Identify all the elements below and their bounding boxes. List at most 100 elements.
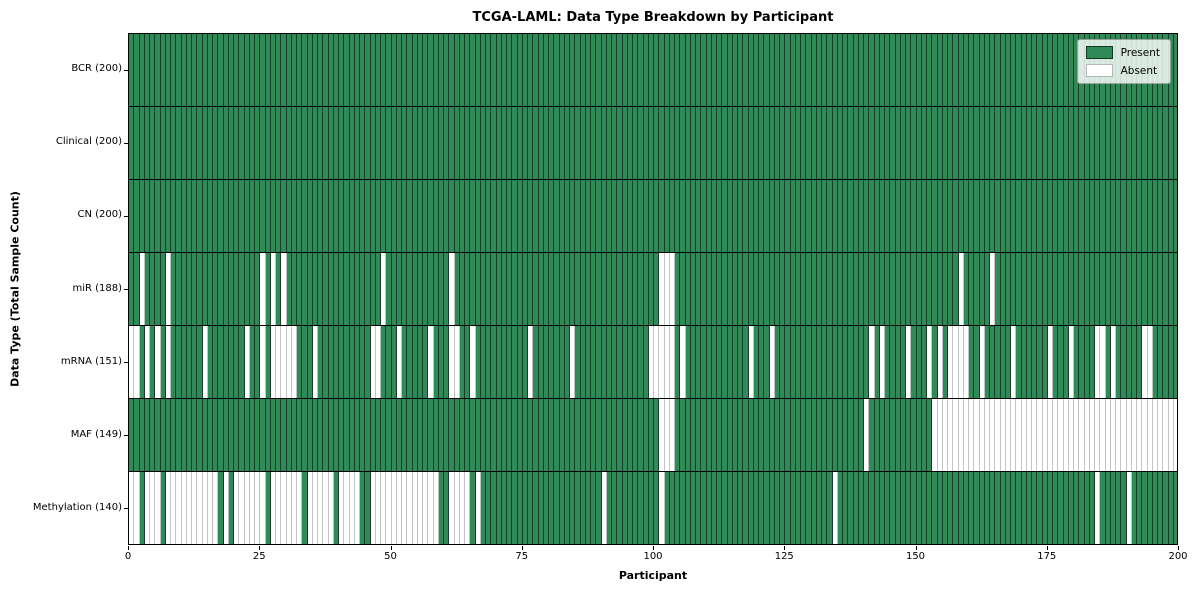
heatmap-cell (192, 399, 198, 471)
heatmap-cell (528, 472, 534, 544)
heatmap-cell (1105, 472, 1111, 544)
heatmap-cell (1058, 472, 1064, 544)
heatmap-cell (323, 180, 329, 252)
heatmap-cell (696, 34, 702, 106)
heatmap-cell (265, 107, 271, 179)
heatmap-cell (365, 180, 371, 252)
heatmap-cell (249, 107, 255, 179)
heatmap-cell (1005, 34, 1011, 106)
heatmap-cell (895, 253, 901, 325)
heatmap-cell (706, 399, 712, 471)
legend-absent-swatch (1085, 64, 1113, 77)
heatmap-cell (759, 472, 765, 544)
heatmap-cell (1084, 107, 1090, 179)
heatmap-cell (507, 107, 513, 179)
heatmap-cell (160, 107, 166, 179)
heatmap-cell (932, 34, 938, 106)
heatmap-cell (759, 326, 765, 398)
heatmap-cell (354, 253, 360, 325)
heatmap-cell (1152, 107, 1158, 179)
heatmap-cell (307, 253, 313, 325)
heatmap-cell (753, 472, 759, 544)
heatmap-cell (1142, 326, 1148, 398)
heatmap-cell (1152, 472, 1158, 544)
heatmap-cell (291, 34, 297, 106)
heatmap-cell (717, 326, 723, 398)
heatmap-cell (528, 253, 534, 325)
heatmap-cell (916, 253, 922, 325)
heatmap-cell (612, 326, 618, 398)
heatmap-cell (270, 34, 276, 106)
heatmap-cell (396, 107, 402, 179)
heatmap-cell (958, 253, 964, 325)
heatmap-cell (223, 180, 229, 252)
heatmap-cell (696, 253, 702, 325)
heatmap-cell (706, 34, 712, 106)
heatmap-cell (979, 399, 985, 471)
heatmap-cell (260, 472, 266, 544)
heatmap-cell (496, 34, 502, 106)
heatmap-cell (937, 107, 943, 179)
heatmap-cell (717, 472, 723, 544)
heatmap-cell (155, 107, 161, 179)
heatmap-cell (365, 472, 371, 544)
heatmap-cell (1053, 472, 1059, 544)
heatmap-cell (1131, 107, 1137, 179)
heatmap-cell (785, 326, 791, 398)
heatmap-cell (223, 472, 229, 544)
heatmap-cell (816, 326, 822, 398)
heatmap-cell (538, 180, 544, 252)
heatmap-cell (1110, 326, 1116, 398)
heatmap-cell (433, 107, 439, 179)
heatmap-cell (491, 472, 497, 544)
heatmap-cell (921, 34, 927, 106)
heatmap-cell (832, 326, 838, 398)
heatmap-cell (1095, 399, 1101, 471)
heatmap-cell (580, 326, 586, 398)
heatmap-cell (507, 326, 513, 398)
heatmap-cell (953, 472, 959, 544)
heatmap-cell (1068, 180, 1074, 252)
heatmap-cell (711, 107, 717, 179)
heatmap-cell (354, 399, 360, 471)
heatmap-cell (218, 180, 224, 252)
heatmap-cell (197, 180, 203, 252)
heatmap-cell (717, 253, 723, 325)
heatmap-cell (549, 472, 555, 544)
heatmap-cell (1005, 180, 1011, 252)
heatmap-cell (890, 472, 896, 544)
heatmap-cell (570, 472, 576, 544)
heatmap-cell (921, 326, 927, 398)
heatmap-cell (780, 326, 786, 398)
heatmap-cell (958, 472, 964, 544)
heatmap-cell (564, 34, 570, 106)
heatmap-cell (974, 34, 980, 106)
heatmap-cell (276, 107, 282, 179)
heatmap-cell (564, 472, 570, 544)
heatmap-cell (433, 34, 439, 106)
heatmap-cell (738, 107, 744, 179)
heatmap-cell (234, 107, 240, 179)
heatmap-cell (1089, 472, 1095, 544)
heatmap-cell (438, 34, 444, 106)
heatmap-cell (1095, 107, 1101, 179)
heatmap-cell (932, 472, 938, 544)
heatmap-cell (543, 472, 549, 544)
heatmap-cell (507, 472, 513, 544)
heatmap-cell (575, 34, 581, 106)
heatmap-cell (1163, 326, 1169, 398)
heatmap-cell (1116, 326, 1122, 398)
y-tick-mark (124, 142, 128, 144)
heatmap-cell (244, 180, 250, 252)
heatmap-cell (480, 399, 486, 471)
heatmap-cell (1158, 472, 1164, 544)
heatmap-cell (522, 253, 528, 325)
heatmap-cell (186, 107, 192, 179)
heatmap-cell (349, 472, 355, 544)
heatmap-cell (465, 399, 471, 471)
heatmap-cell (785, 472, 791, 544)
heatmap-cell (223, 34, 229, 106)
heatmap-cell (643, 472, 649, 544)
heatmap-cell (423, 34, 429, 106)
heatmap-cell (1032, 472, 1038, 544)
